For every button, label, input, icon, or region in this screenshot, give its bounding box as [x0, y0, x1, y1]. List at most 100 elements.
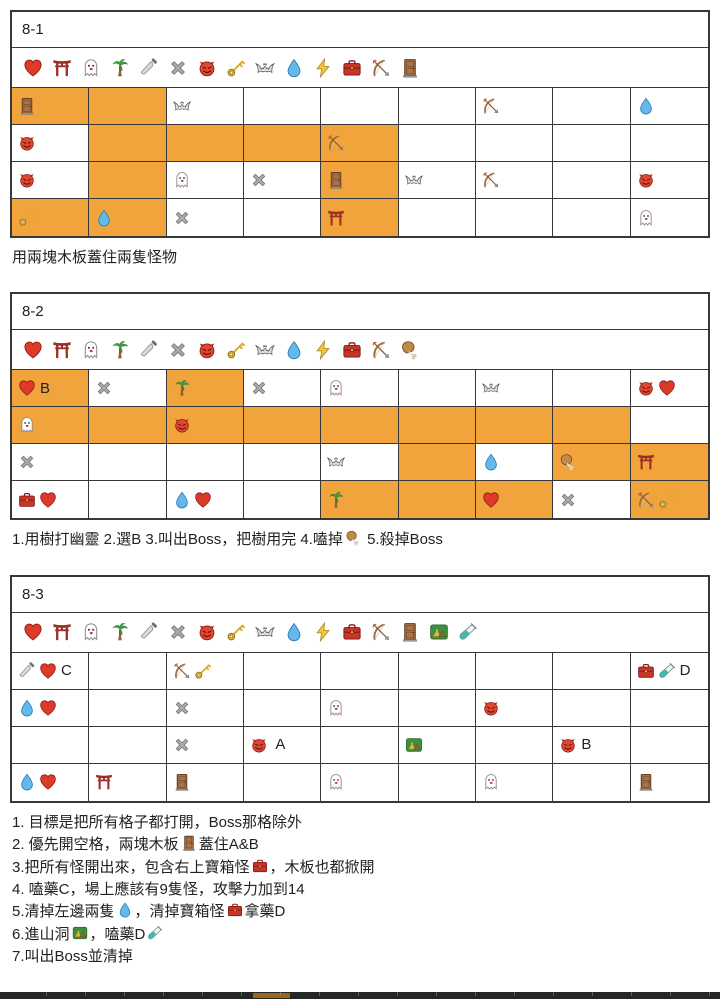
grid-cell: [321, 407, 399, 445]
bat-icon: [254, 57, 276, 79]
grid-cell: [321, 652, 399, 690]
cross-icon: [249, 170, 269, 190]
legend-row: [12, 330, 708, 371]
note-text: 用兩塊木板蓋住兩隻怪物: [12, 249, 178, 266]
grid-cell: [476, 162, 554, 199]
grid-cell: [12, 199, 90, 236]
grid-cell: [166, 444, 244, 482]
droplet-icon: [481, 452, 501, 472]
toolbox-icon: [17, 490, 37, 510]
grid-cell: [166, 370, 244, 408]
heart-icon: [193, 490, 213, 510]
grid-cell: [476, 199, 554, 236]
table-title-row: 8-3: [12, 577, 708, 613]
grid-cell: [166, 481, 244, 519]
heart-icon: [22, 621, 44, 643]
grid-cell: [244, 444, 322, 482]
key-icon: [225, 339, 247, 361]
bow-icon: [172, 661, 192, 681]
grid-cell: [244, 689, 322, 727]
grid-cell: [12, 88, 90, 125]
heart-icon: [22, 57, 44, 79]
devil-icon: [636, 170, 656, 190]
cross-icon: [167, 57, 189, 79]
grid-cell: [321, 726, 399, 764]
ghost-icon: [326, 772, 346, 792]
door-icon: [399, 57, 421, 79]
grid-cell: [398, 88, 476, 125]
grid-cell: [476, 763, 554, 801]
grid-cell: [321, 370, 399, 408]
palm-icon: [109, 621, 131, 643]
grid-cell: [553, 481, 631, 519]
heart-icon: [38, 698, 58, 718]
knife-icon: [138, 621, 160, 643]
devil-icon: [17, 133, 37, 153]
grid-cell: [89, 125, 167, 162]
grid-cell: [476, 88, 554, 125]
droplet-icon: [17, 772, 37, 792]
grid-cell: [398, 726, 476, 764]
grid-cell: [553, 652, 631, 690]
bow-icon: [370, 339, 392, 361]
grid-cell: [630, 88, 708, 125]
note-line: 7.叫出Boss並清掉: [12, 946, 710, 968]
puzzle-grid: B: [12, 370, 708, 519]
grid-cell: [476, 689, 554, 727]
ghost-icon: [636, 208, 656, 228]
grid-cell: [89, 370, 167, 408]
grid-cell: [244, 481, 322, 519]
testtube-icon: [657, 661, 677, 681]
note-text: 6.進山洞: [12, 925, 70, 943]
grid-cell: [476, 125, 554, 162]
grid-cell: [398, 444, 476, 482]
note-line: 4. 嗑藥C，場上應該有9隻怪，攻擊力加到14: [12, 879, 710, 901]
park-icon: [428, 621, 450, 643]
grid-cell: [166, 88, 244, 125]
table-notes: 1. 目標是把所有格子都打開，Boss那格除外 2. 優先開空格，兩塊木板 蓋住A&…: [12, 812, 710, 969]
heart-icon: [38, 772, 58, 792]
note-text: 2. 優先開空格，兩塊木板: [12, 836, 179, 854]
cell-letter: A: [272, 736, 286, 754]
grid-cell: [630, 199, 708, 236]
note-text: ，清掉寶箱怪: [134, 903, 225, 921]
bat-icon: [254, 339, 276, 361]
grid-cell: [244, 162, 322, 199]
table-notes: 用兩塊木板蓋住兩隻怪物: [12, 247, 710, 269]
grid-cell: B: [553, 726, 631, 764]
note-text: 蓋住A&B: [198, 836, 259, 854]
grid-cell: [166, 199, 244, 236]
toolbox-icon: [341, 57, 363, 79]
grid-cell: [476, 481, 554, 519]
grid-cell: [244, 199, 322, 236]
grid-cell: [630, 689, 708, 727]
grid-cell: C: [12, 652, 90, 690]
ghost-icon: [80, 339, 102, 361]
grid-cell: [553, 444, 631, 482]
table-title: 8-1: [22, 21, 44, 38]
cross-icon: [167, 621, 189, 643]
note-text: ，木板也都掀開: [269, 858, 375, 876]
drumstick-icon: [344, 529, 362, 547]
grid-cell: [244, 370, 322, 408]
cross-icon: [17, 452, 37, 472]
grid-cell: [321, 689, 399, 727]
grid-cell: [166, 763, 244, 801]
cross-icon: [94, 378, 114, 398]
torii-icon: [636, 452, 656, 472]
drumstick-icon: [558, 452, 578, 472]
table-8-1: 8-1: [10, 10, 710, 238]
lightning-icon: [312, 339, 334, 361]
grid-cell: [12, 407, 90, 445]
grid-cell: [166, 689, 244, 727]
table-title-row: 8-2: [12, 294, 708, 331]
puzzle-grid: C D A B: [12, 652, 708, 801]
droplet-icon: [172, 490, 192, 510]
key-icon: [657, 490, 677, 510]
grid-cell: [476, 407, 554, 445]
devil-icon: [481, 698, 501, 718]
grid-cell: [89, 726, 167, 764]
ghost-icon: [80, 621, 102, 643]
grid-cell: [321, 125, 399, 162]
table-notes: 1.用樹打幽靈 2.選B 3.叫出Boss，把樹用完 4.嗑掉 5.殺掉Boss: [12, 529, 710, 551]
